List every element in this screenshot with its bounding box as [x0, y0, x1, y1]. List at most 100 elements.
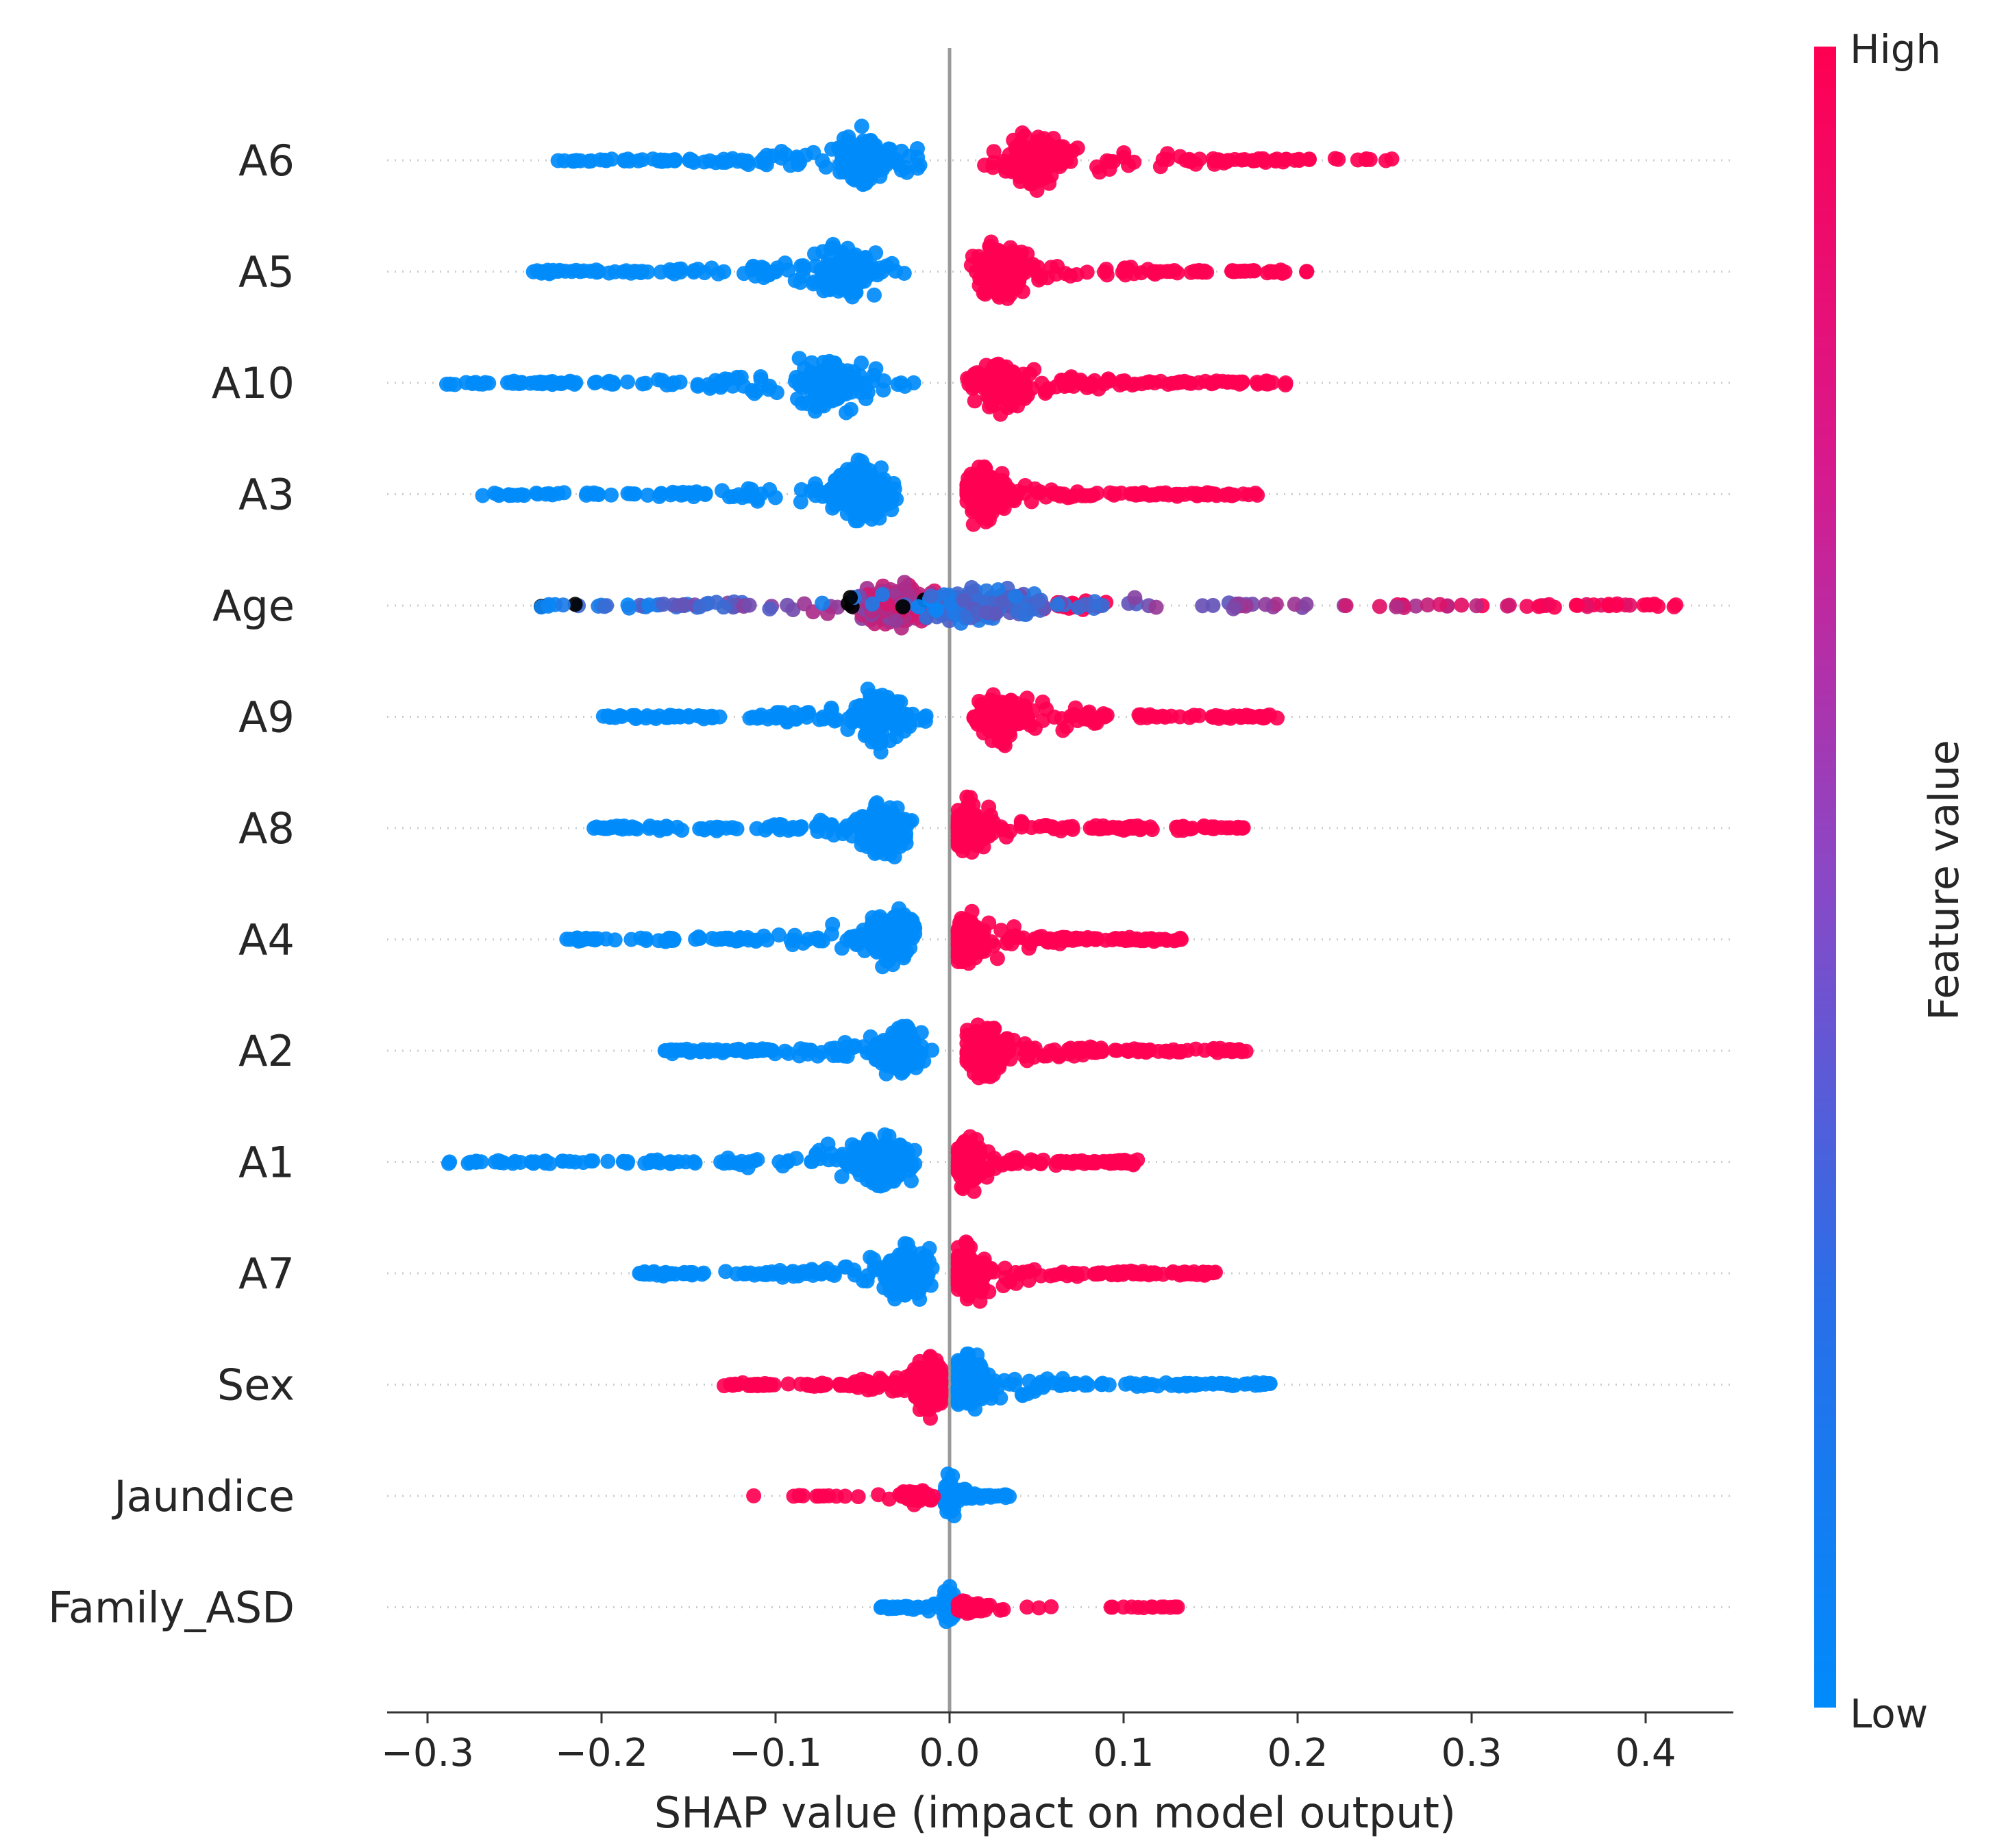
shap-point	[1126, 154, 1142, 170]
shap-point	[795, 707, 810, 723]
shap-point	[1500, 598, 1515, 614]
shap-point	[1245, 710, 1261, 725]
shap-point	[995, 493, 1011, 509]
shap-point	[1079, 380, 1095, 395]
shap-point	[902, 149, 917, 164]
shap-point	[1048, 266, 1064, 282]
shap-point	[1125, 819, 1141, 834]
shap-point	[716, 1156, 732, 1171]
shap-point	[769, 260, 785, 276]
shap-point	[871, 1153, 887, 1169]
shap-point	[1235, 821, 1250, 836]
shap-point	[600, 1153, 616, 1169]
shap-point	[870, 490, 885, 505]
shap-point	[878, 1172, 893, 1188]
shap-point	[753, 708, 769, 723]
shap-point	[775, 1158, 791, 1174]
shap-point	[1017, 128, 1032, 144]
shap-point	[893, 1253, 909, 1269]
shap-point	[1123, 260, 1139, 275]
shap-point	[649, 820, 665, 836]
shap-point	[1052, 932, 1067, 947]
shap-point	[556, 485, 572, 501]
shap-point	[1183, 375, 1199, 391]
shap-point	[1183, 821, 1198, 837]
shap-point	[845, 364, 861, 379]
feature-points-a4	[559, 901, 1189, 975]
shap-point	[730, 371, 745, 387]
shap-point	[581, 153, 597, 169]
shap-point	[1102, 153, 1118, 169]
shap-point	[690, 378, 706, 394]
shap-point	[971, 503, 987, 519]
shap-point	[815, 363, 830, 379]
shap-point	[745, 258, 761, 274]
shap-point	[1278, 151, 1293, 167]
shap-point	[967, 393, 982, 409]
shap-point	[954, 818, 969, 834]
shap-point	[810, 930, 826, 946]
shap-point	[589, 819, 604, 835]
shap-point	[865, 596, 880, 612]
shap-point	[791, 1048, 807, 1064]
shap-point	[1039, 142, 1054, 158]
shap-point	[824, 700, 839, 716]
shap-point	[1126, 486, 1141, 502]
shap-point	[756, 1266, 772, 1282]
shap-point	[1110, 931, 1126, 947]
shap-point	[977, 158, 993, 173]
shap-point	[691, 708, 706, 724]
shap-point	[856, 1273, 871, 1288]
shap-point	[839, 1039, 854, 1055]
shap-point	[653, 264, 669, 280]
shap-point	[1301, 151, 1317, 167]
shap-point	[1263, 264, 1278, 279]
shap-point	[868, 361, 884, 377]
shap-point	[642, 1266, 658, 1282]
shap-point	[1010, 1156, 1026, 1171]
shap-point	[1139, 375, 1155, 390]
shap-point	[858, 478, 874, 494]
shap-point	[836, 262, 852, 278]
shap-point	[562, 1153, 578, 1169]
shap-point	[1127, 376, 1143, 392]
shap-point	[651, 933, 667, 949]
shap-point	[981, 799, 997, 815]
shap-point	[1146, 264, 1162, 279]
feature-points-a10	[439, 351, 1293, 422]
shap-point	[842, 134, 858, 150]
feature-points-a1	[441, 1127, 1146, 1199]
shap-point	[897, 929, 913, 945]
shap-point	[1299, 264, 1315, 279]
shap-point	[923, 588, 939, 604]
shap-point	[1250, 376, 1265, 392]
shap-point	[634, 152, 650, 168]
shap-point	[1601, 598, 1617, 614]
shap-point	[682, 153, 697, 168]
shap-point	[762, 378, 778, 394]
shap-point	[1642, 597, 1658, 613]
shap-point	[1191, 708, 1207, 723]
shap-point	[664, 1266, 680, 1282]
shap-point	[872, 812, 888, 828]
shap-point	[912, 1291, 928, 1307]
shap-point	[975, 259, 991, 274]
shap-point	[810, 824, 826, 839]
shap-point	[850, 513, 866, 529]
shap-point	[990, 275, 1005, 290]
shap-point	[963, 486, 979, 501]
shap-point	[950, 837, 966, 853]
shap-point	[1183, 153, 1198, 169]
shap-point	[793, 1265, 808, 1281]
feature-points-a5	[525, 234, 1315, 306]
shap-point	[998, 359, 1014, 375]
shap-point	[525, 264, 541, 279]
shap-point	[834, 387, 850, 403]
shap-point	[1044, 819, 1060, 835]
shap-point	[967, 1148, 983, 1164]
shap-point	[1107, 486, 1123, 501]
shap-point	[1006, 251, 1022, 266]
shap-point	[843, 590, 858, 605]
shap-point	[684, 1267, 700, 1283]
shap-point	[731, 487, 747, 503]
